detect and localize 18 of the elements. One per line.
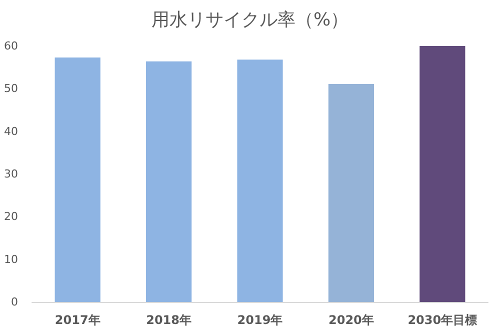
y-tick-label: 60 [4,40,18,52]
bar [420,46,466,302]
x-tick-label: 2030年目標 [408,313,478,327]
y-tick-label: 0 [11,296,18,308]
bar [237,60,283,302]
x-tick-label: 2018年 [146,313,192,327]
bar [328,84,374,302]
chart-title: 用水リサイクル率（%） [151,10,349,30]
x-tick-label: 2020年 [328,313,374,327]
y-tick-label: 50 [4,82,18,96]
y-tick-label: 20 [4,210,18,224]
x-tick-label: 2019年 [237,313,283,327]
bar [54,58,100,302]
y-tick-label: 30 [4,168,18,180]
x-tick-label: 2017年 [54,313,100,327]
y-tick-label: 10 [4,252,18,266]
bar [146,61,192,302]
y-tick-label: 40 [4,124,18,138]
